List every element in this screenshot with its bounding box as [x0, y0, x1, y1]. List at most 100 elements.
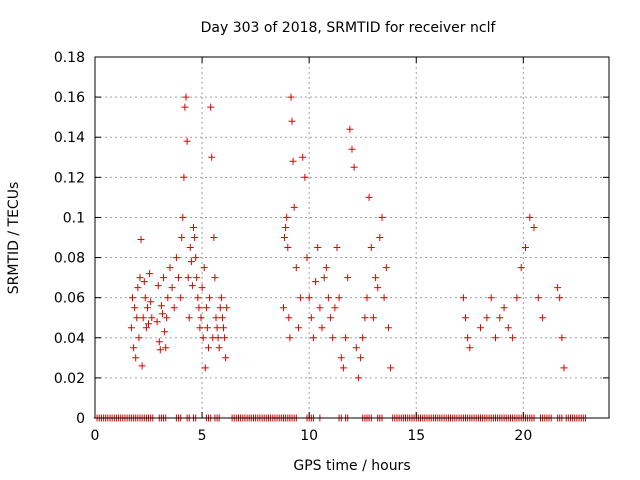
data-point	[290, 203, 298, 211]
data-point	[307, 314, 315, 322]
data-point	[161, 328, 169, 336]
data-point	[464, 334, 472, 342]
data-point	[200, 264, 208, 272]
data-point	[203, 324, 211, 332]
data-point	[187, 258, 195, 266]
data-point	[560, 364, 568, 372]
data-point	[127, 324, 135, 332]
data-point	[180, 173, 188, 181]
data-point	[137, 236, 145, 243]
data-point	[344, 274, 352, 282]
data-point	[190, 224, 197, 231]
x-tick-labels: 0 5 10 15 20	[91, 428, 533, 444]
data-point	[374, 284, 382, 292]
data-point	[144, 304, 151, 312]
data-point	[369, 314, 377, 322]
data-point	[513, 294, 521, 302]
data-point	[285, 314, 293, 322]
data-point	[207, 103, 215, 111]
data-point	[299, 153, 307, 161]
data-point	[462, 314, 469, 322]
data-point	[130, 344, 138, 352]
data-point	[191, 234, 199, 241]
data-point	[164, 294, 172, 302]
data-point	[380, 294, 388, 302]
data-point	[197, 314, 205, 322]
data-point	[131, 304, 139, 312]
data-point	[558, 334, 566, 342]
data-point	[487, 294, 495, 302]
data-point	[175, 274, 182, 282]
data-point	[140, 278, 148, 286]
data-point	[192, 254, 200, 262]
data-point	[556, 294, 564, 302]
data-point	[335, 294, 343, 302]
data-point	[287, 93, 295, 101]
data-point	[182, 93, 190, 101]
data-point	[211, 274, 219, 282]
y-tick-label: 0.08	[54, 251, 85, 267]
data-point	[359, 334, 367, 342]
data-point	[554, 284, 562, 292]
data-point	[365, 193, 373, 201]
data-point	[283, 213, 291, 221]
data-point	[280, 304, 287, 312]
data-point	[305, 294, 313, 302]
data-point	[348, 145, 356, 153]
y-tick-label: 0.02	[54, 371, 85, 387]
data-point	[282, 224, 290, 231]
data-point	[517, 264, 525, 272]
data-point	[215, 344, 223, 352]
data-point	[202, 304, 210, 312]
data-point	[179, 213, 187, 221]
y-axis-label: SRMTID / TECUs	[6, 182, 22, 295]
data-point	[337, 354, 345, 362]
data-point	[352, 344, 360, 352]
data-point	[193, 274, 201, 282]
data-point	[286, 334, 294, 342]
data-point	[222, 354, 230, 362]
chart-title: Day 303 of 2018, SRMTID for receiver ncl…	[201, 20, 497, 36]
data-point	[145, 320, 152, 328]
data-point	[146, 270, 154, 278]
y-tick-label: 0.18	[54, 50, 85, 66]
data-point	[504, 324, 512, 332]
data-point	[284, 244, 292, 251]
data-point	[331, 304, 339, 312]
data-point	[212, 314, 220, 322]
data-point	[301, 173, 309, 181]
y-tick-label: 0	[76, 411, 85, 427]
data-point	[367, 244, 375, 251]
data-point	[350, 163, 358, 171]
data-point	[363, 294, 371, 302]
data-point	[178, 234, 186, 241]
data-point	[153, 318, 161, 326]
data-point	[210, 234, 218, 241]
data-point	[220, 324, 227, 332]
data-point	[292, 264, 300, 272]
data-point	[459, 294, 467, 302]
y-tick-label: 0.06	[54, 291, 85, 307]
data-point	[309, 334, 317, 342]
data-point	[297, 294, 305, 302]
data-point	[172, 254, 180, 262]
data-point	[132, 354, 140, 362]
data-point	[214, 334, 222, 342]
data-point	[147, 298, 155, 306]
data-point	[509, 334, 517, 342]
data-point	[162, 344, 170, 352]
data-point	[142, 324, 150, 332]
data-point	[141, 294, 149, 302]
x-tick-label: 5	[198, 428, 207, 444]
data-point	[339, 364, 347, 372]
data-point	[139, 314, 147, 322]
data-point	[387, 364, 395, 372]
data-point	[329, 334, 337, 342]
y-tick-label: 0.14	[54, 130, 85, 146]
data-point	[194, 294, 202, 302]
data-point	[318, 324, 326, 332]
data-point	[320, 274, 328, 282]
data-point	[322, 264, 330, 272]
data-point	[157, 302, 165, 310]
x-axis-label: GPS time / hours	[293, 458, 410, 474]
